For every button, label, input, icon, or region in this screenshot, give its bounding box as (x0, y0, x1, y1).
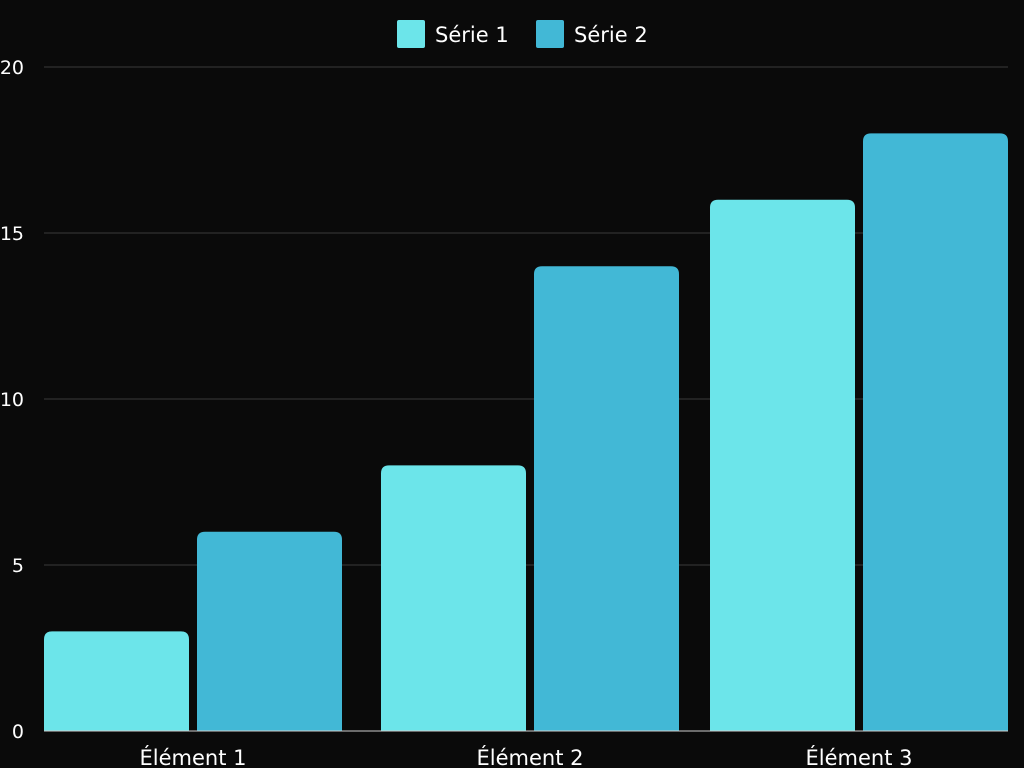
legend-label-series-2: Série 2 (574, 23, 648, 47)
legend: Série 1 Série 2 (397, 20, 648, 48)
bar-series-1-category-3 (710, 199, 855, 732)
x-tick-label: Élément 3 (806, 745, 913, 768)
bar-series-1-category-2 (381, 465, 526, 731)
y-tick-label: 20 (0, 57, 24, 79)
y-tick-label: 10 (0, 389, 24, 411)
legend-label-series-1: Série 1 (435, 23, 509, 47)
legend-swatch-series-2 (536, 20, 564, 48)
axis-layer: 0 5 10 15 20 Élément 1 Élément 2 Élément 3 (0, 57, 1008, 768)
legend-swatch-series-1 (397, 20, 425, 48)
x-tick-label: Élément 2 (477, 745, 584, 768)
bar-series-1-category-1 (44, 631, 189, 731)
bar-series-2-category-1 (197, 531, 342, 731)
y-tick-label: 5 (12, 555, 24, 577)
bar-series-2-category-3 (863, 133, 1008, 731)
bar-layer (44, 133, 1008, 732)
y-tick-label: 0 (12, 721, 24, 743)
x-tick-label: Élément 1 (140, 745, 247, 768)
bar-series-2-category-2 (534, 266, 679, 731)
y-tick-label: 15 (0, 223, 24, 245)
